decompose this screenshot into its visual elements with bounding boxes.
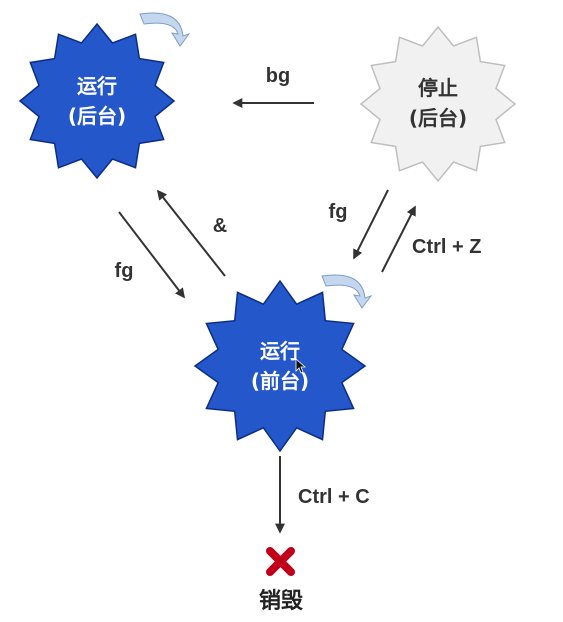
- cross-mark-icon: [266, 547, 295, 576]
- state-bg-running-shape: [18, 22, 176, 180]
- mouse-pointer-icon: [295, 358, 307, 374]
- curved-arrow-icon: [139, 12, 191, 47]
- edge-label-fg-right: fg: [329, 201, 348, 223]
- edge-stopped-to-fg: [353, 189, 389, 260]
- state-destroyed-label: 销毁: [259, 589, 303, 614]
- state-bg-stopped-label-line2: (后台): [409, 106, 467, 130]
- edge-label-fg-left: fg: [115, 260, 134, 282]
- state-bg-stopped-shape: [359, 25, 517, 183]
- edge-bg-to-fg: [118, 211, 186, 299]
- state-bg-stopped: 停止 (后台): [359, 25, 517, 183]
- state-bg-running-label-line2: (后台): [68, 104, 126, 128]
- state-fg-running-label-line1: 运行: [260, 339, 300, 363]
- curved-arrow-icon: [321, 274, 373, 309]
- state-destroyed: 销毁: [259, 547, 303, 614]
- edge-fg-to-bg: [156, 189, 226, 277]
- edge-label-ctrl-z: Ctrl + Z: [412, 236, 481, 258]
- state-fg-running-shape: [193, 279, 367, 453]
- state-fg-running-label-line2: (前台): [251, 369, 309, 393]
- edge-label-bg: bg: [266, 65, 290, 87]
- edge-label-ampersand: &: [213, 215, 227, 237]
- state-bg-running: 运行 (后台): [18, 22, 176, 180]
- state-bg-stopped-label-line1: 停止: [418, 76, 458, 100]
- state-bg-running-label-line1: 运行: [77, 74, 117, 98]
- edge-fg-to-stopped: [381, 205, 416, 273]
- state-fg-running: 运行 (前台): [193, 279, 367, 453]
- edge-label-ctrl-c: Ctrl + C: [298, 486, 370, 508]
